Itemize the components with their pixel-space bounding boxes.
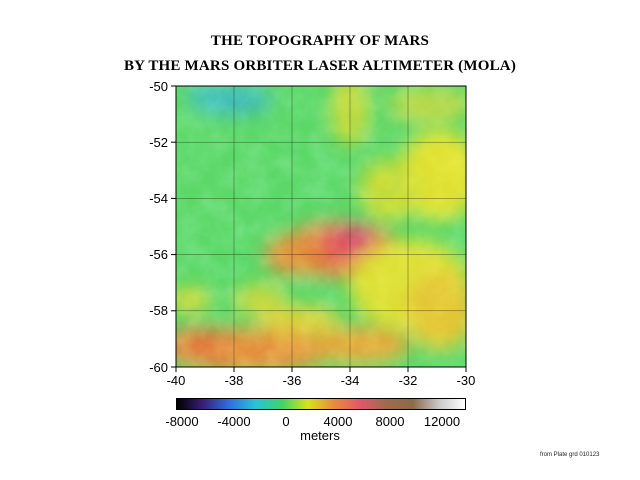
x-tick-label: -30 xyxy=(456,373,476,388)
y-tick-label: -54 xyxy=(149,191,168,206)
title-line-2: BY THE MARS ORBITER LASER ALTIMETER (MOL… xyxy=(123,58,517,74)
colorbar-tick-label: 8000 xyxy=(375,414,405,429)
colorbar-tick-label: 0 xyxy=(282,414,290,429)
y-tick-label: -52 xyxy=(149,135,168,150)
elevation-colorbar xyxy=(176,398,466,410)
y-tick-label: -60 xyxy=(149,360,168,375)
axis-ticks xyxy=(171,85,467,372)
graticule xyxy=(176,86,466,367)
colorbar-tick-label: 4000 xyxy=(323,414,353,429)
x-tick-label: -40 xyxy=(166,373,186,388)
colorbar-tick-label: 12000 xyxy=(423,414,461,429)
x-tick-label: -32 xyxy=(398,373,418,388)
y-tick-label: -50 xyxy=(149,79,168,94)
x-tick-label: -36 xyxy=(282,373,302,388)
colorbar-tick-label: -8000 xyxy=(165,414,199,429)
y-tick-label: -58 xyxy=(149,303,168,318)
y-tick-label: -56 xyxy=(149,247,168,262)
x-tick-label: -34 xyxy=(340,373,360,388)
colorbar-unit-label: meters xyxy=(300,428,340,443)
title-line-1: THE TOPOGRAPHY OF MARS xyxy=(210,33,430,49)
map-frame xyxy=(175,85,467,368)
terrain-layer xyxy=(176,86,466,367)
colorbar-tick-label: -4000 xyxy=(217,414,251,429)
x-tick-label: -38 xyxy=(224,373,244,388)
credit-note: from Plate grd 010123 xyxy=(540,452,600,458)
